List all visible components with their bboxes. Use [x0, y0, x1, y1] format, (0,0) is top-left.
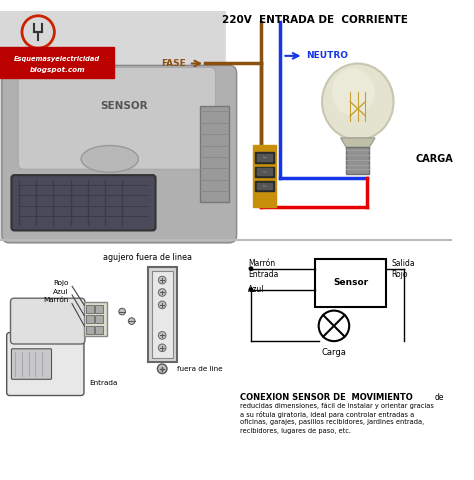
Text: Carga: Carga — [321, 348, 346, 357]
FancyBboxPatch shape — [11, 175, 155, 230]
Circle shape — [158, 288, 166, 296]
Bar — [95, 326, 103, 334]
Text: Azul: Azul — [248, 285, 264, 294]
Polygon shape — [341, 138, 375, 147]
FancyBboxPatch shape — [2, 65, 237, 243]
Bar — [315, 259, 386, 307]
FancyBboxPatch shape — [10, 298, 85, 344]
Ellipse shape — [81, 145, 138, 172]
Circle shape — [128, 318, 135, 324]
Bar — [255, 181, 274, 192]
Bar — [95, 315, 103, 323]
Text: Marrón: Marrón — [44, 297, 69, 303]
Bar — [255, 167, 274, 177]
Text: 220V  ENTRADA DE  CORRIENTE: 220V ENTRADA DE CORRIENTE — [222, 14, 408, 24]
Text: Azul: Azul — [53, 288, 69, 295]
Circle shape — [158, 276, 166, 284]
Bar — [86, 305, 93, 312]
Text: blogspot.com: blogspot.com — [29, 67, 85, 73]
Text: Sensor: Sensor — [333, 278, 368, 288]
Ellipse shape — [322, 63, 393, 140]
Text: de: de — [434, 393, 444, 402]
Text: oficinas, garajes, pasillos recibidores, jardines entrada,: oficinas, garajes, pasillos recibidores,… — [240, 420, 425, 425]
Bar — [226, 11, 452, 240]
Text: Marrón: Marrón — [248, 259, 275, 268]
Text: Entrada: Entrada — [248, 270, 278, 279]
Circle shape — [158, 301, 166, 309]
Text: Rojo: Rojo — [53, 280, 69, 286]
Bar — [84, 302, 107, 336]
Text: a su rótula giratoria, ideal para controlar entradas a: a su rótula giratoria, ideal para contro… — [240, 411, 415, 418]
Bar — [0, 47, 115, 78]
Circle shape — [119, 308, 126, 315]
Bar — [253, 144, 276, 206]
Text: Salida: Salida — [391, 259, 415, 268]
Bar — [256, 168, 272, 175]
Bar — [86, 315, 93, 323]
Circle shape — [248, 266, 253, 271]
Text: SENSOR: SENSOR — [100, 101, 148, 111]
Bar — [346, 147, 369, 174]
Bar — [86, 326, 93, 334]
Text: NEUTRO: NEUTRO — [306, 51, 348, 60]
FancyBboxPatch shape — [7, 333, 84, 396]
Bar — [255, 152, 274, 163]
Text: agujero fuera de linea: agujero fuera de linea — [103, 252, 192, 262]
Circle shape — [158, 332, 166, 339]
Circle shape — [248, 287, 253, 292]
Bar — [148, 267, 176, 362]
Bar — [95, 305, 103, 312]
Text: recibidores, lugares de paso, etc.: recibidores, lugares de paso, etc. — [240, 428, 351, 434]
FancyBboxPatch shape — [18, 67, 216, 169]
Text: fuera de line: fuera de line — [176, 366, 222, 372]
Text: CONEXION SENSOR DE  MOVIMIENTO: CONEXION SENSOR DE MOVIMIENTO — [240, 393, 413, 402]
Text: Esquemasyelectricidad: Esquemasyelectricidad — [14, 56, 100, 62]
Circle shape — [158, 344, 166, 352]
Circle shape — [157, 364, 167, 373]
FancyBboxPatch shape — [11, 349, 52, 379]
Bar — [201, 107, 229, 202]
Bar — [0, 11, 452, 240]
Bar — [256, 154, 272, 161]
Text: FASE: FASE — [161, 59, 186, 68]
Ellipse shape — [331, 68, 374, 116]
Text: CARGA: CARGA — [415, 154, 453, 164]
Bar — [0, 240, 452, 469]
Bar — [152, 271, 173, 358]
Circle shape — [319, 311, 349, 341]
Bar — [256, 183, 272, 190]
Text: Entrada: Entrada — [89, 380, 117, 386]
Text: reducidas dimensiones, fácil de instalar y orientar gracias: reducidas dimensiones, fácil de instalar… — [240, 402, 434, 408]
Text: Rojo: Rojo — [391, 270, 408, 279]
